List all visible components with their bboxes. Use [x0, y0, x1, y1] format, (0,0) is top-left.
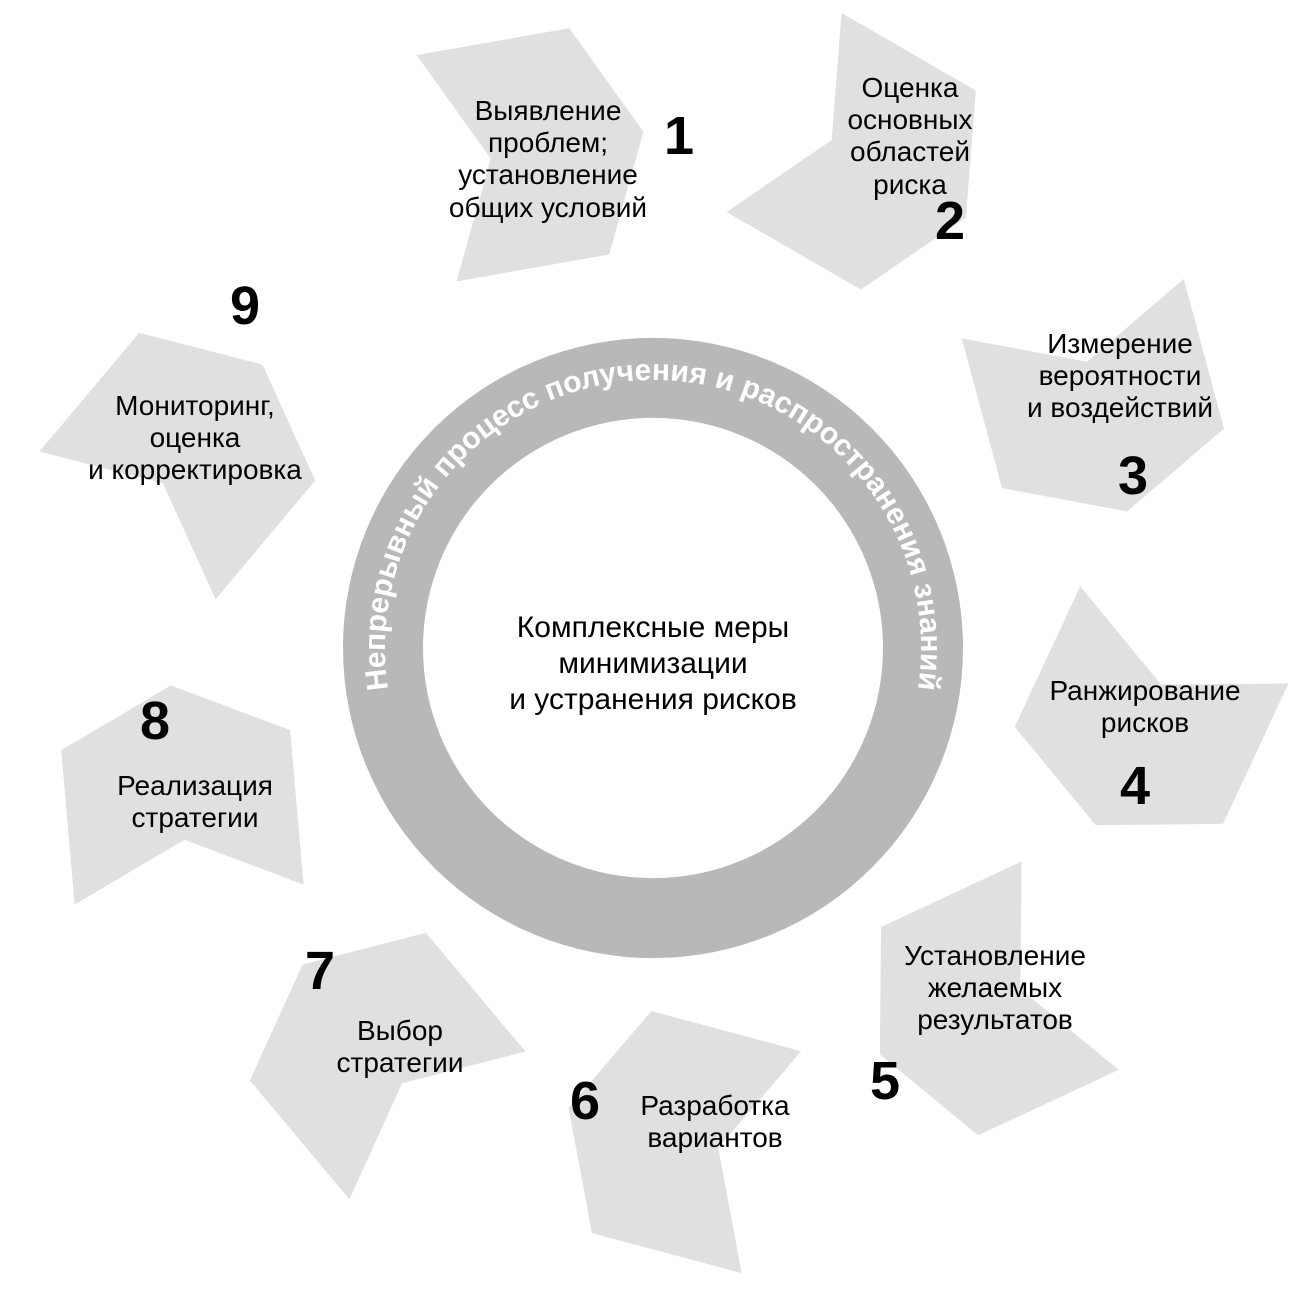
segment-label-7: Выбор стратегии [300, 1015, 500, 1079]
segment-number-7: 7 [305, 940, 335, 1002]
segment-label-5: Установление желаемых результатов [875, 940, 1115, 1037]
segment-number-6: 6 [570, 1070, 600, 1132]
segment-label-1: Выявление проблем; установление общих ус… [418, 95, 678, 224]
segment-number-4: 4 [1120, 755, 1150, 817]
segment-number-2: 2 [935, 190, 965, 252]
segment-label-4: Ранжирование рисков [1025, 675, 1265, 739]
center-title: Комплексные меры минимизации и устранени… [453, 610, 853, 718]
segment-label-8: Реализация стратегии [90, 770, 300, 834]
segment-label-2: Оценка основных областей риска [810, 72, 1010, 201]
segment-label-3: Измерение вероятности и воздействий [1000, 328, 1240, 425]
segment-label-6: Разработка вариантов [610, 1090, 820, 1154]
segment-number-3: 3 [1118, 445, 1148, 507]
segment-number-5: 5 [870, 1050, 900, 1112]
segment-number-8: 8 [140, 690, 170, 752]
segment-number-9: 9 [230, 275, 260, 337]
segment-number-1: 1 [664, 105, 694, 167]
circular-process-diagram: Непрерывный процесс получения и распрост… [0, 0, 1307, 1296]
segment-label-9: Мониторинг, оценка и корректировка [55, 390, 335, 487]
